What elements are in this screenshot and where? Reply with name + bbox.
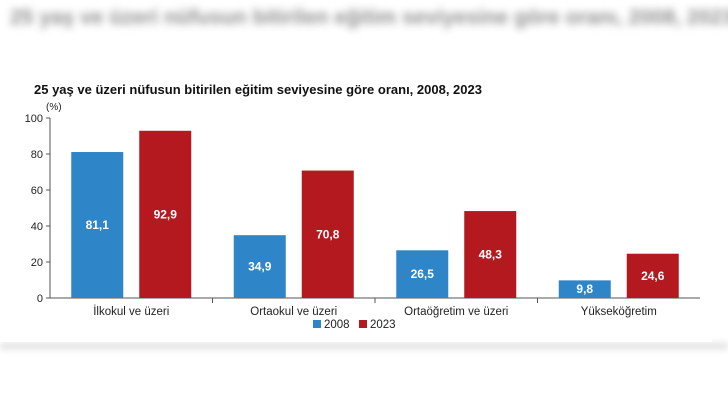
- bar-2008-2: [396, 250, 449, 298]
- chart-title: 25 yaş ve üzeri nüfusun bitirilen eğitim…: [34, 82, 482, 97]
- bar-value-label: 70,8: [316, 227, 340, 241]
- legend-label: 2008: [324, 319, 350, 331]
- bar-value-label: 34,9: [248, 260, 272, 274]
- bar-value-label: 92,9: [154, 207, 178, 221]
- bar-2008-3: [558, 280, 611, 298]
- legend-label: 2023: [370, 319, 396, 331]
- x-category-label: Yükseköğretim: [581, 306, 657, 318]
- x-category-label: İlkokul ve üzeri: [93, 305, 169, 318]
- bar-value-label: 48,3: [479, 248, 503, 262]
- bar-2023-1: [301, 170, 354, 298]
- y-tick-label: 20: [31, 257, 43, 269]
- x-category-label: Ortaokul ve üzeri: [250, 306, 337, 318]
- y-axis-unit: (%): [46, 102, 62, 113]
- y-tick-label: 80: [31, 149, 43, 161]
- y-tick-label: 40: [31, 221, 43, 233]
- bar-value-label: 81,1: [86, 218, 110, 232]
- bar-2008-0: [71, 152, 124, 298]
- bar-2023-0: [139, 130, 192, 298]
- bar-value-label: 26,5: [411, 267, 435, 281]
- background-title-blurred: 25 yaş ve üzeri nüfusun bitirilen eğitim…: [10, 6, 728, 29]
- legend-swatch-2008: [313, 320, 321, 328]
- bar-value-label: 24,6: [641, 269, 665, 283]
- y-tick-label: 60: [31, 185, 43, 197]
- x-category-label: Ortaöğretim ve üzeri: [404, 306, 508, 318]
- legend-swatch-2023: [359, 320, 367, 328]
- background-blurred-strip: [0, 342, 728, 350]
- bar-2008-1: [233, 235, 286, 298]
- y-tick-label: 0: [37, 293, 43, 305]
- bar-2023-3: [626, 253, 679, 298]
- bar-2023-2: [464, 211, 517, 298]
- bar-value-label: 9,8: [576, 282, 593, 296]
- y-tick-label: 100: [25, 113, 43, 125]
